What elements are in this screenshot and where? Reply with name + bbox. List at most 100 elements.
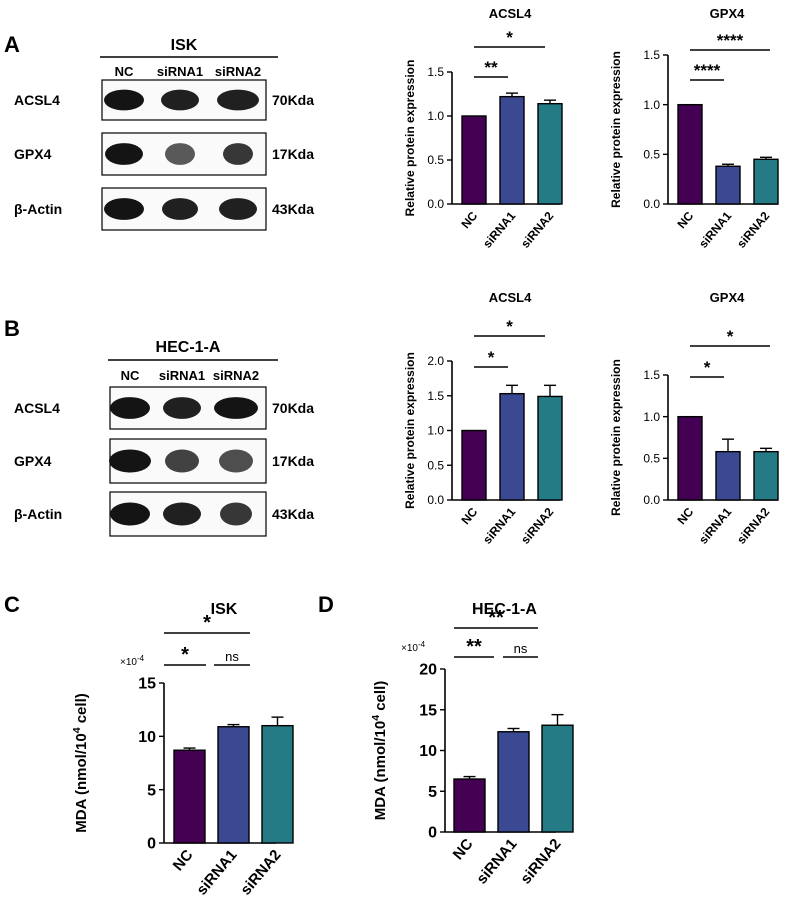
y-axis-label: MDA (nmol/104 cell)	[71, 693, 90, 832]
y-tick-label: 1.0	[427, 109, 444, 123]
chart-title: ACSL4	[489, 290, 532, 305]
y-tick-label: 5	[147, 782, 156, 799]
significance-label: **	[484, 58, 498, 77]
y-tick-label: 0	[147, 836, 156, 853]
significance-label: *	[704, 358, 711, 377]
y-axis-label-sup: 4	[370, 715, 382, 721]
y-tick-label: 20	[419, 662, 437, 679]
blot-panel-hec-1-a: HEC-1-A NC siRNA1 siRNA2 ACSL4 70Kda GPX4 17Kda…	[14, 339, 314, 537]
western-blots: ISK NC siRNA1 siRNA2 ACSL4 70Kda GPX4 17Kda β-Ac…	[14, 37, 314, 537]
category-label: NC	[458, 505, 480, 528]
axis-multiplier-exp: -4	[418, 640, 426, 649]
bar-sirna1	[499, 392, 525, 501]
panel-letter-b: B	[4, 316, 20, 341]
y-tick-label: 0.0	[643, 197, 660, 211]
blot-protein-label: GPX4	[14, 453, 52, 469]
category-label: siRNA1	[193, 847, 240, 899]
y-axis-label: Relative protein expression	[403, 352, 417, 509]
y-axis-label: Relative protein expression	[609, 51, 623, 208]
panel-letter-a: A	[4, 32, 20, 57]
bar-sirna1	[217, 726, 250, 844]
category-label: NC	[450, 836, 477, 864]
blot-lane-label: siRNA1	[157, 64, 203, 79]
category-label: NC	[674, 505, 696, 528]
blot-lane-label: NC	[121, 368, 140, 383]
significance-label: *	[506, 28, 513, 47]
y-tick-label: 10	[419, 743, 437, 760]
y-tick-label: 0	[428, 825, 437, 842]
category-label: siRNA2	[518, 505, 556, 547]
y-axis-label: Relative protein expression	[403, 60, 417, 217]
y-axis-label-text: MDA (nmol/10	[372, 721, 389, 820]
blot-band	[105, 143, 143, 165]
blot-size-label: 70Kda	[272, 400, 314, 416]
blot-band	[217, 89, 259, 111]
chart-4: GPX4 0.0 0.5 1.0 1.5 Relative protein express…	[609, 290, 779, 547]
blot-protein-label: β-Actin	[14, 201, 62, 217]
blot-protein-label: ACSL4	[14, 92, 60, 108]
blot-lane-label: siRNA2	[213, 368, 259, 383]
axis-multiplier-exp: -4	[137, 654, 145, 663]
y-tick-label: 0.5	[427, 153, 444, 167]
y-axis-label: MDA (nmol/104 cell)	[370, 681, 389, 820]
y-tick-label: 1.0	[643, 98, 660, 112]
y-axis-label-text: MDA (nmol/10	[73, 733, 90, 832]
chart-title: GPX4	[710, 6, 745, 21]
chart-title: ISK	[211, 601, 238, 618]
significance-label: *	[506, 317, 513, 336]
bar-sirna2	[537, 395, 563, 501]
bar-nc	[677, 415, 703, 501]
y-tick-label: 0.0	[427, 493, 444, 507]
y-tick-label: 15	[138, 676, 156, 693]
blot-band	[104, 198, 144, 220]
chart-2: GPX4 0.0 0.5 1.0 1.5 Relative protein express…	[609, 6, 779, 251]
y-tick-label: 5	[428, 784, 437, 801]
chart-title: ACSL4	[489, 6, 532, 21]
blot-band	[165, 449, 199, 473]
significance-label: ****	[717, 31, 744, 50]
significance-label: ns	[225, 649, 239, 664]
blot-protein-label: GPX4	[14, 146, 52, 162]
chart-3: ACSL4 0.0 0.5 1.0 1.5 2.0 Relative protein exp…	[403, 290, 563, 547]
y-axis-label-tail: cell)	[73, 693, 90, 727]
bar-nc	[173, 749, 206, 844]
y-tick-label: 10	[138, 729, 156, 746]
category-label: siRNA2	[237, 847, 284, 899]
blot-band	[163, 502, 201, 526]
significance-label: *	[727, 327, 734, 346]
y-tick-label: 0.5	[427, 458, 444, 472]
chart-title: HEC-1-A	[472, 601, 537, 618]
category-label: NC	[170, 847, 197, 875]
blot-band	[110, 502, 150, 526]
blot-band	[163, 397, 201, 419]
bar-nc	[461, 429, 487, 501]
significance-label: *	[181, 644, 189, 666]
blot-size-label: 17Kda	[272, 146, 314, 162]
blot-protein-label: ACSL4	[14, 400, 60, 416]
category-label: siRNA1	[480, 505, 518, 547]
blot-cell-line-title: ISK	[171, 37, 198, 54]
panel-letter-c: C	[4, 592, 20, 617]
axis-multiplier: ×10-4	[401, 640, 426, 654]
blot-size-label: 43Kda	[272, 201, 314, 217]
significance-label: *	[488, 348, 495, 367]
bar-sirna2	[537, 102, 563, 205]
blot-size-label: 70Kda	[272, 92, 314, 108]
y-tick-label: 0.5	[643, 452, 660, 466]
blot-band	[109, 449, 151, 473]
y-tick-label: 1.0	[427, 424, 444, 438]
blot-size-label: 17Kda	[272, 453, 314, 469]
y-axis-label-text: Relative protein expression	[403, 60, 417, 217]
blot-band	[161, 89, 199, 111]
blot-band	[110, 397, 150, 419]
blot-band	[162, 198, 198, 220]
bar-nc	[461, 115, 487, 205]
y-axis-label-text: Relative protein expression	[403, 352, 417, 509]
bar-sirna2	[753, 158, 779, 205]
bar-sirna1	[497, 731, 530, 833]
bar-sirna2	[541, 724, 574, 833]
blot-band	[165, 143, 195, 165]
